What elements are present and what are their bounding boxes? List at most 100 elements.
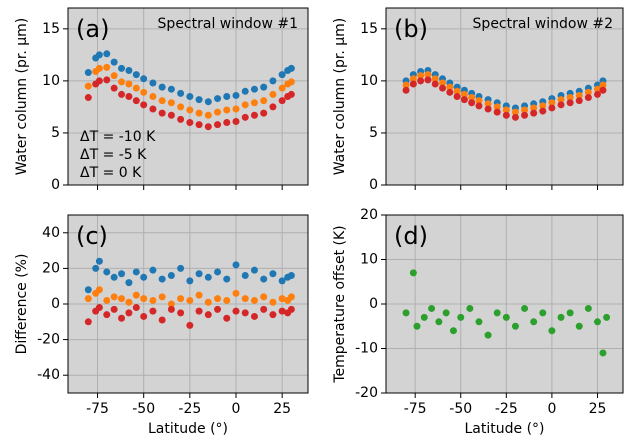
point xyxy=(95,51,103,59)
point xyxy=(250,296,258,304)
point xyxy=(493,103,501,111)
point xyxy=(287,272,295,280)
plot-frame xyxy=(385,7,624,186)
point xyxy=(232,105,240,113)
point xyxy=(278,295,286,303)
point xyxy=(575,97,583,105)
point xyxy=(158,316,166,324)
point xyxy=(167,305,175,313)
point xyxy=(278,277,286,285)
point xyxy=(232,289,240,297)
point xyxy=(468,99,476,107)
point xyxy=(92,264,100,272)
y-tick-label: 0 xyxy=(51,177,60,193)
point xyxy=(287,78,295,86)
point xyxy=(439,84,447,92)
point xyxy=(158,275,166,283)
point xyxy=(409,269,417,277)
point xyxy=(539,107,547,115)
point xyxy=(593,85,601,93)
point xyxy=(140,295,148,303)
point xyxy=(260,83,268,91)
plot-frame xyxy=(67,214,309,394)
panel-label: (d) xyxy=(394,222,428,250)
point xyxy=(475,318,483,326)
point xyxy=(409,75,417,83)
point xyxy=(439,79,447,87)
point xyxy=(118,90,126,98)
point xyxy=(250,85,258,93)
panel-title: Spectral window #1 xyxy=(158,16,298,32)
point xyxy=(260,109,268,117)
point xyxy=(204,123,212,131)
point xyxy=(186,93,194,100)
point xyxy=(260,293,268,301)
point xyxy=(118,78,126,86)
point xyxy=(232,117,240,125)
x-tick-label: -50 xyxy=(449,401,472,417)
y-axis-label: Water column (pr. μm) xyxy=(14,18,30,176)
point xyxy=(125,309,133,317)
point xyxy=(466,304,474,312)
x-tick-label: -50 xyxy=(132,401,155,417)
point xyxy=(250,111,258,119)
point xyxy=(132,84,140,92)
point xyxy=(195,121,203,129)
panel-label: (a) xyxy=(76,15,109,43)
point xyxy=(548,327,556,335)
point xyxy=(232,307,240,315)
point xyxy=(118,314,126,322)
point xyxy=(158,293,166,301)
y-tick-label: -20 xyxy=(37,332,60,348)
point xyxy=(103,63,111,71)
point xyxy=(103,50,111,58)
point xyxy=(125,279,133,287)
point xyxy=(167,85,175,93)
plot-frame xyxy=(67,7,309,186)
panel-title: Spectral window #2 xyxy=(473,16,613,32)
point xyxy=(223,106,231,114)
point xyxy=(167,272,175,280)
point xyxy=(484,105,492,113)
point xyxy=(584,94,592,102)
point xyxy=(593,318,601,326)
point xyxy=(232,261,240,269)
legend-entry: ΔT = 0 K xyxy=(80,165,142,181)
x-axis-label: Latitude (°) xyxy=(465,421,545,437)
point xyxy=(223,296,231,304)
point xyxy=(475,102,483,110)
point xyxy=(149,105,157,113)
point xyxy=(278,71,286,79)
point xyxy=(413,322,421,330)
point xyxy=(269,298,277,306)
y-tick-label: 20 xyxy=(42,260,60,276)
point xyxy=(250,266,258,274)
y-tick-label: 0 xyxy=(369,296,378,312)
point xyxy=(84,318,92,326)
point xyxy=(125,93,133,100)
point xyxy=(195,291,203,299)
point xyxy=(453,93,461,100)
point xyxy=(539,309,547,317)
point xyxy=(110,84,118,92)
panel: 0 5 10 15 (a) Spectral window #1 Water column … xyxy=(14,7,309,193)
point xyxy=(186,321,194,329)
point xyxy=(214,268,222,276)
point xyxy=(260,275,268,283)
y-tick-label: -20 xyxy=(355,385,378,401)
point xyxy=(446,83,454,91)
point xyxy=(132,97,140,105)
point xyxy=(186,277,194,285)
point xyxy=(575,91,583,99)
point xyxy=(132,291,140,299)
y-tick-label: 20 xyxy=(360,207,378,223)
point xyxy=(132,268,140,276)
point xyxy=(177,264,185,272)
point xyxy=(493,108,501,116)
point xyxy=(177,103,185,111)
point xyxy=(195,96,203,104)
point xyxy=(204,298,212,306)
point xyxy=(241,295,249,303)
y-tick-label: 10 xyxy=(360,73,378,89)
